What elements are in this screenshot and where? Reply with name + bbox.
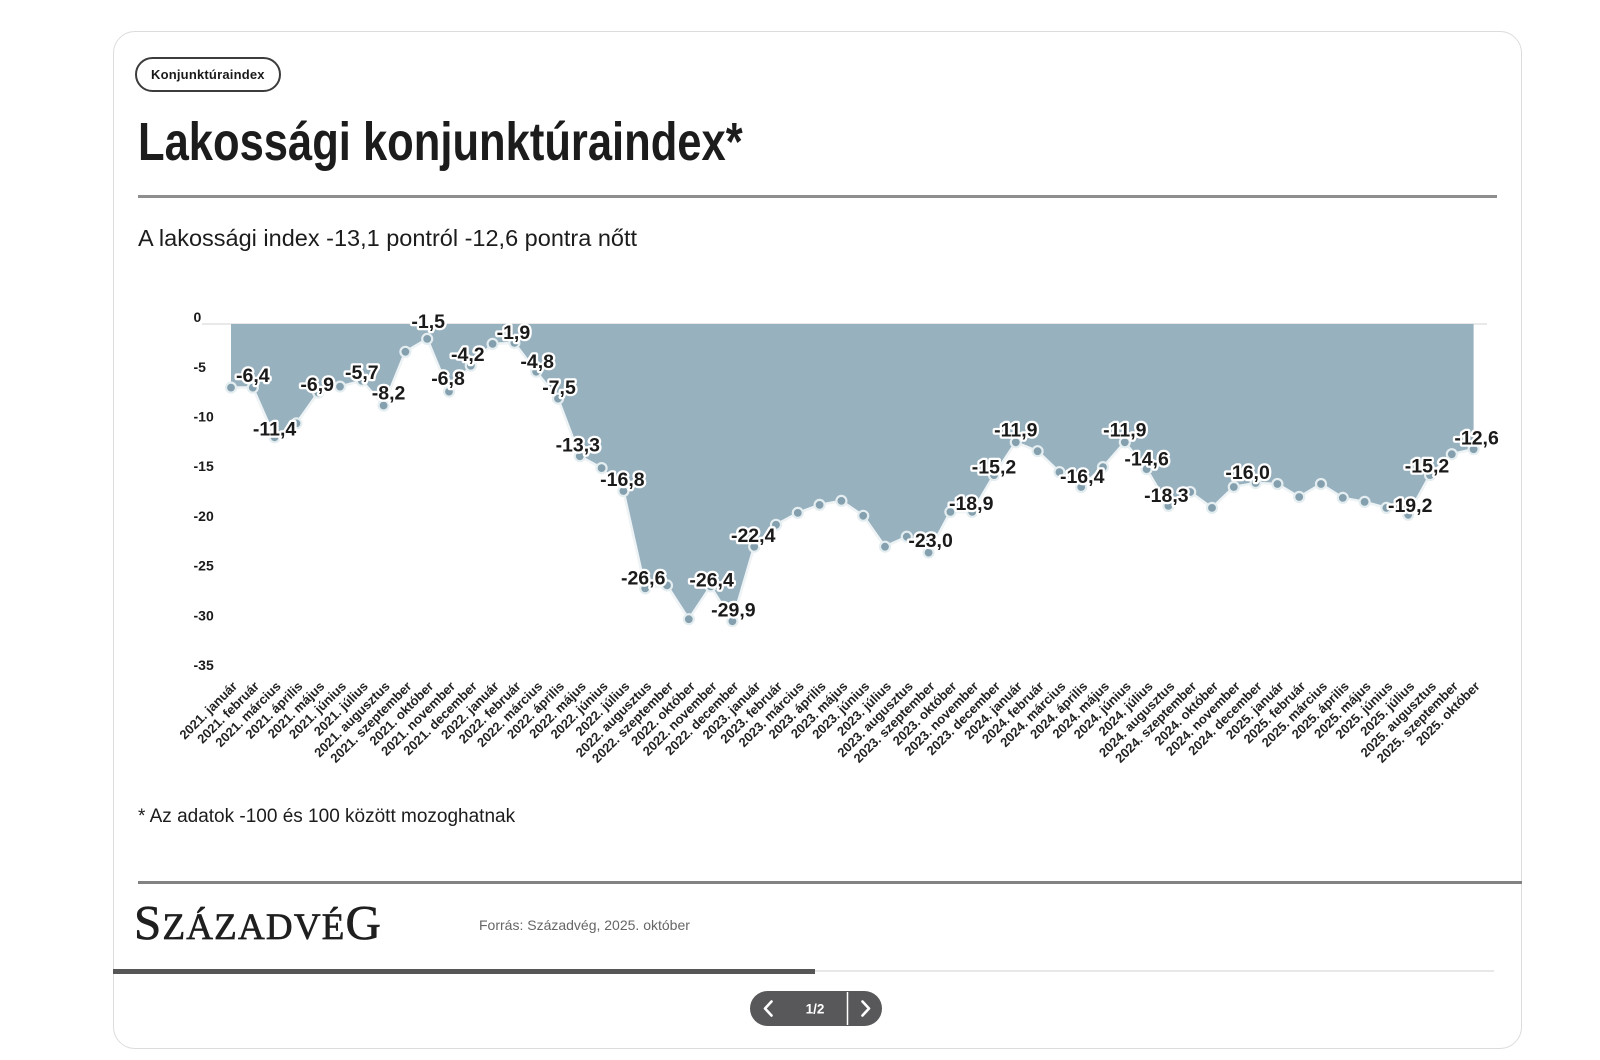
svg-text:-16,4: -16,4 — [1060, 466, 1105, 488]
svg-text:-8,2: -8,2 — [372, 383, 406, 405]
svg-text:-16,8: -16,8 — [600, 469, 645, 491]
svg-text:-26,4: -26,4 — [689, 570, 734, 592]
svg-text:-1,9: -1,9 — [497, 322, 531, 344]
svg-text:-18,9: -18,9 — [949, 493, 994, 515]
svg-text:-7,5: -7,5 — [542, 377, 576, 399]
svg-text:-5: -5 — [194, 359, 207, 375]
svg-text:-15,2: -15,2 — [1405, 455, 1450, 477]
svg-text:-22,4: -22,4 — [731, 525, 776, 547]
svg-text:-1,5: -1,5 — [411, 311, 445, 333]
svg-text:-12,6: -12,6 — [1454, 427, 1499, 449]
svg-text:-4,8: -4,8 — [520, 351, 554, 373]
svg-text:-29,9: -29,9 — [711, 599, 756, 621]
svg-text:-6,9: -6,9 — [300, 374, 334, 396]
svg-text:-15,2: -15,2 — [972, 456, 1017, 478]
svg-text:-5,7: -5,7 — [345, 362, 379, 384]
svg-text:-6,4: -6,4 — [236, 365, 270, 387]
svg-text:-10: -10 — [194, 409, 214, 425]
svg-text:-19,2: -19,2 — [1388, 495, 1433, 517]
svg-text:-14,6: -14,6 — [1124, 448, 1169, 470]
svg-text:-35: -35 — [194, 657, 214, 673]
svg-text:-15: -15 — [194, 458, 214, 474]
svg-text:-11,9: -11,9 — [994, 420, 1038, 442]
svg-text:-4,2: -4,2 — [451, 344, 485, 366]
svg-text:0: 0 — [194, 309, 202, 325]
svg-text:-25: -25 — [194, 558, 214, 574]
svg-text:-18,3: -18,3 — [1144, 485, 1189, 507]
svg-text:-16,0: -16,0 — [1225, 462, 1270, 484]
svg-text:-11,4: -11,4 — [253, 419, 297, 441]
svg-text:-26,6: -26,6 — [621, 568, 666, 590]
svg-text:-13,3: -13,3 — [556, 434, 601, 456]
svg-text:-6,8: -6,8 — [431, 368, 465, 390]
svg-text:-20: -20 — [194, 508, 214, 524]
svg-text:-23,0: -23,0 — [908, 530, 953, 552]
svg-text:-11,9: -11,9 — [1103, 420, 1147, 442]
svg-text:-30: -30 — [194, 607, 214, 623]
